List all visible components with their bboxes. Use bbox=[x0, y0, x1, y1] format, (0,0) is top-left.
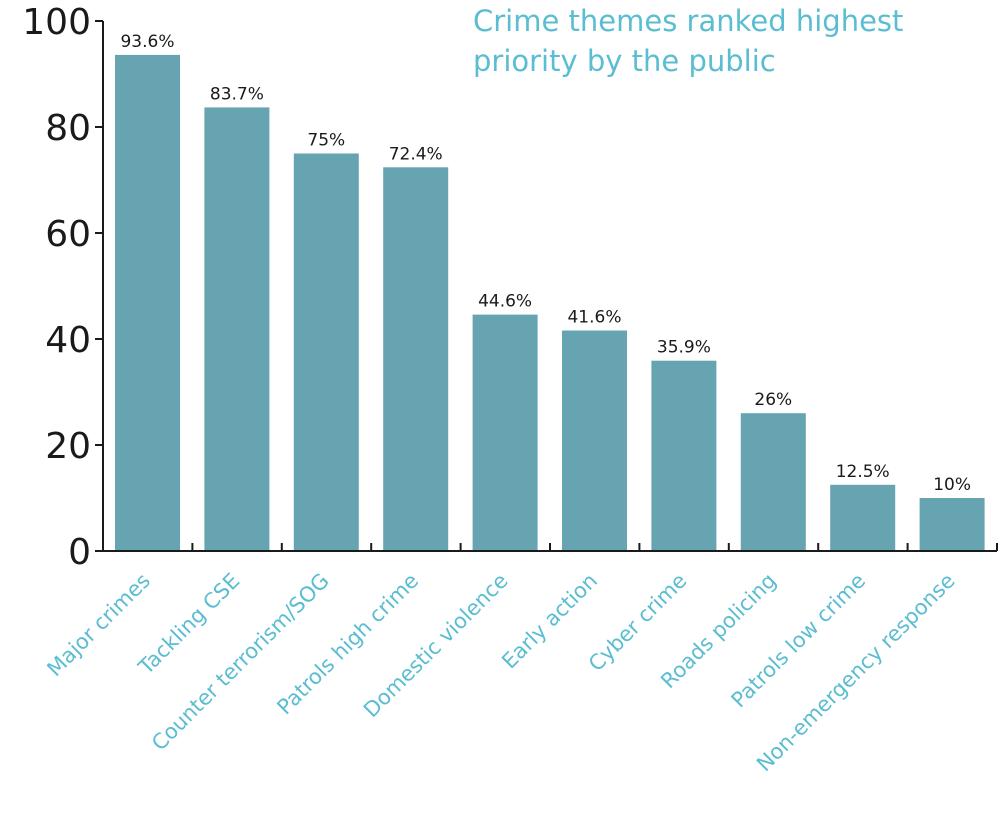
data-label-2: 83.7% bbox=[210, 84, 264, 104]
data-label-3: 75% bbox=[307, 131, 345, 151]
bars-group bbox=[115, 54, 985, 552]
y-axis: 0 20 40 60 80 100 bbox=[22, 2, 104, 573]
data-labels-group: 93.6% 83.7% 75% 72.4% 44.6% 41.6% 35.9% 26% 12.5… bbox=[120, 32, 971, 495]
data-label-9: 12.5% bbox=[836, 462, 890, 482]
y-tick-label: 80 bbox=[45, 108, 91, 149]
x-tick-label-3: Counter terrorism/SOG bbox=[147, 569, 334, 756]
bar-7 bbox=[651, 360, 717, 551]
bar-5 bbox=[472, 314, 538, 551]
data-label-10: 10% bbox=[933, 475, 971, 495]
data-label-8: 26% bbox=[754, 390, 792, 410]
y-tick-label: 60 bbox=[45, 214, 91, 255]
data-label-6: 41.6% bbox=[567, 308, 621, 328]
x-axis bbox=[103, 543, 998, 552]
data-label-7: 35.9% bbox=[657, 338, 711, 358]
bar-6 bbox=[562, 330, 627, 551]
chart-title-line-1: Crime themes ranked highest bbox=[473, 4, 903, 38]
data-label-1: 93.6% bbox=[120, 32, 174, 52]
bar-8 bbox=[740, 413, 806, 551]
bar-2 bbox=[204, 107, 270, 552]
data-label-5: 44.6% bbox=[478, 292, 532, 312]
bar-9 bbox=[830, 484, 896, 552]
chart-title-line-2: priority by the public bbox=[473, 44, 776, 78]
y-tick-label: 0 bbox=[68, 532, 91, 573]
bar-10 bbox=[919, 498, 985, 551]
y-tick-label: 40 bbox=[45, 320, 91, 361]
bar-1 bbox=[115, 54, 180, 552]
bar-4 bbox=[383, 167, 449, 552]
y-tick-label: 20 bbox=[45, 426, 91, 467]
bar-3 bbox=[293, 153, 359, 551]
y-tick-label: 100 bbox=[22, 2, 91, 43]
data-label-4: 72.4% bbox=[389, 144, 443, 164]
